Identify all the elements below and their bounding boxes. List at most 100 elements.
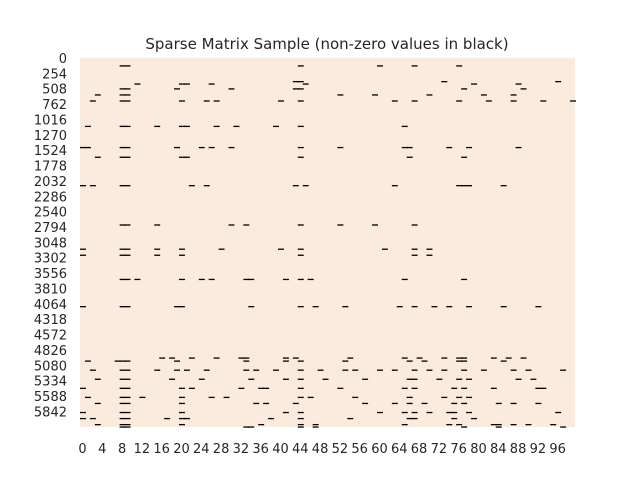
nonzero-cell — [402, 412, 408, 413]
nonzero-cell — [550, 424, 556, 425]
nonzero-cell — [407, 397, 413, 398]
x-tick-label: 92 — [530, 442, 547, 457]
nonzero-cell — [323, 379, 329, 380]
nonzero-cell — [293, 185, 299, 186]
nonzero-cell — [412, 306, 418, 307]
nonzero-cell — [179, 249, 185, 250]
y-tick-label: 1524 — [34, 144, 67, 159]
nonzero-cell — [273, 370, 279, 371]
nonzero-cell — [125, 360, 131, 361]
nonzero-cell — [412, 370, 418, 371]
nonzero-cell — [293, 403, 299, 404]
nonzero-cell — [204, 370, 210, 371]
nonzero-cell — [412, 224, 418, 225]
nonzero-cell — [412, 418, 418, 419]
nonzero-cell — [80, 412, 86, 413]
nonzero-cell — [154, 370, 160, 371]
nonzero-cell — [174, 360, 180, 361]
nonzero-cell — [298, 65, 304, 66]
nonzero-cell — [466, 147, 472, 148]
nonzero-cell — [511, 100, 517, 101]
nonzero-cell — [125, 185, 131, 186]
nonzero-cell — [377, 370, 383, 371]
y-tick-label: 5588 — [34, 390, 67, 405]
nonzero-cell — [461, 357, 467, 358]
nonzero-cell — [526, 424, 532, 425]
nonzero-cell — [461, 388, 467, 389]
nonzero-cell — [372, 224, 378, 225]
nonzero-cell — [125, 426, 131, 427]
nonzero-cell — [134, 83, 140, 84]
nonzero-cell — [412, 100, 418, 101]
nonzero-cell — [441, 397, 447, 398]
nonzero-cell — [243, 360, 249, 361]
nonzero-cell — [139, 397, 145, 398]
nonzero-cell — [85, 126, 91, 127]
nonzero-cell — [184, 157, 190, 158]
nonzero-cell — [555, 412, 561, 413]
nonzero-cell — [125, 418, 131, 419]
nonzero-cell — [209, 83, 215, 84]
nonzero-cell — [318, 370, 324, 371]
nonzero-cell — [501, 306, 507, 307]
x-tick-label: 20 — [173, 442, 190, 457]
nonzero-cell — [431, 306, 437, 307]
nonzero-cell — [486, 100, 492, 101]
x-tick-label: 80 — [470, 442, 487, 457]
nonzero-cell — [313, 424, 319, 425]
nonzero-cell — [298, 397, 304, 398]
y-tick-label: 2794 — [34, 221, 67, 236]
nonzero-cell — [125, 279, 131, 280]
nonzero-cell — [125, 412, 131, 413]
y-tick-label: 762 — [42, 98, 67, 113]
nonzero-cell — [337, 147, 343, 148]
nonzero-cell — [298, 388, 304, 389]
nonzero-cell — [392, 370, 398, 371]
nonzero-cell — [461, 88, 467, 89]
nonzero-cell — [174, 370, 180, 371]
y-tick-label: 1016 — [34, 113, 67, 128]
nonzero-cell — [283, 360, 289, 361]
y-tick-label: 5080 — [34, 359, 67, 374]
y-tick-label: 3048 — [34, 236, 67, 251]
nonzero-cell — [204, 100, 210, 101]
nonzero-cell — [491, 357, 497, 358]
nonzero-cell — [362, 379, 368, 380]
nonzero-cell — [278, 249, 284, 250]
nonzero-cell — [412, 379, 418, 380]
nonzero-cell — [298, 224, 304, 225]
nonzero-cell — [184, 126, 190, 127]
nonzero-cell — [224, 397, 230, 398]
nonzero-cell — [90, 100, 96, 101]
nonzero-cell — [407, 147, 413, 148]
y-tick-label: 4826 — [34, 344, 67, 359]
x-tick-label: 32 — [233, 442, 250, 457]
y-tick-label: 3556 — [34, 267, 67, 282]
nonzero-cell — [342, 360, 348, 361]
nonzero-cell — [560, 370, 566, 371]
x-tick-label: 60 — [371, 442, 388, 457]
nonzero-cell — [496, 426, 502, 427]
nonzero-cell — [298, 418, 304, 419]
nonzero-cell — [407, 360, 413, 361]
x-tick-label: 72 — [431, 442, 448, 457]
y-tick-label: 3810 — [34, 282, 67, 297]
nonzero-cell — [283, 379, 289, 380]
x-tick-label: 16 — [153, 442, 170, 457]
nonzero-cell — [313, 426, 319, 427]
x-tick-label: 88 — [510, 442, 527, 457]
nonzero-cell — [511, 403, 517, 404]
y-tick-label: 2286 — [34, 190, 67, 205]
nonzero-cell — [446, 147, 452, 148]
x-tick-label: 56 — [351, 442, 368, 457]
nonzero-cell — [456, 100, 462, 101]
nonzero-cell — [392, 100, 398, 101]
nonzero-cell — [392, 403, 398, 404]
nonzero-cell — [402, 357, 408, 358]
nonzero-cell — [441, 370, 447, 371]
y-tick-label: 0 — [59, 52, 67, 67]
nonzero-cell — [80, 185, 86, 186]
nonzero-cell — [412, 412, 418, 413]
nonzero-cell — [283, 357, 289, 358]
nonzero-cell — [412, 65, 418, 66]
